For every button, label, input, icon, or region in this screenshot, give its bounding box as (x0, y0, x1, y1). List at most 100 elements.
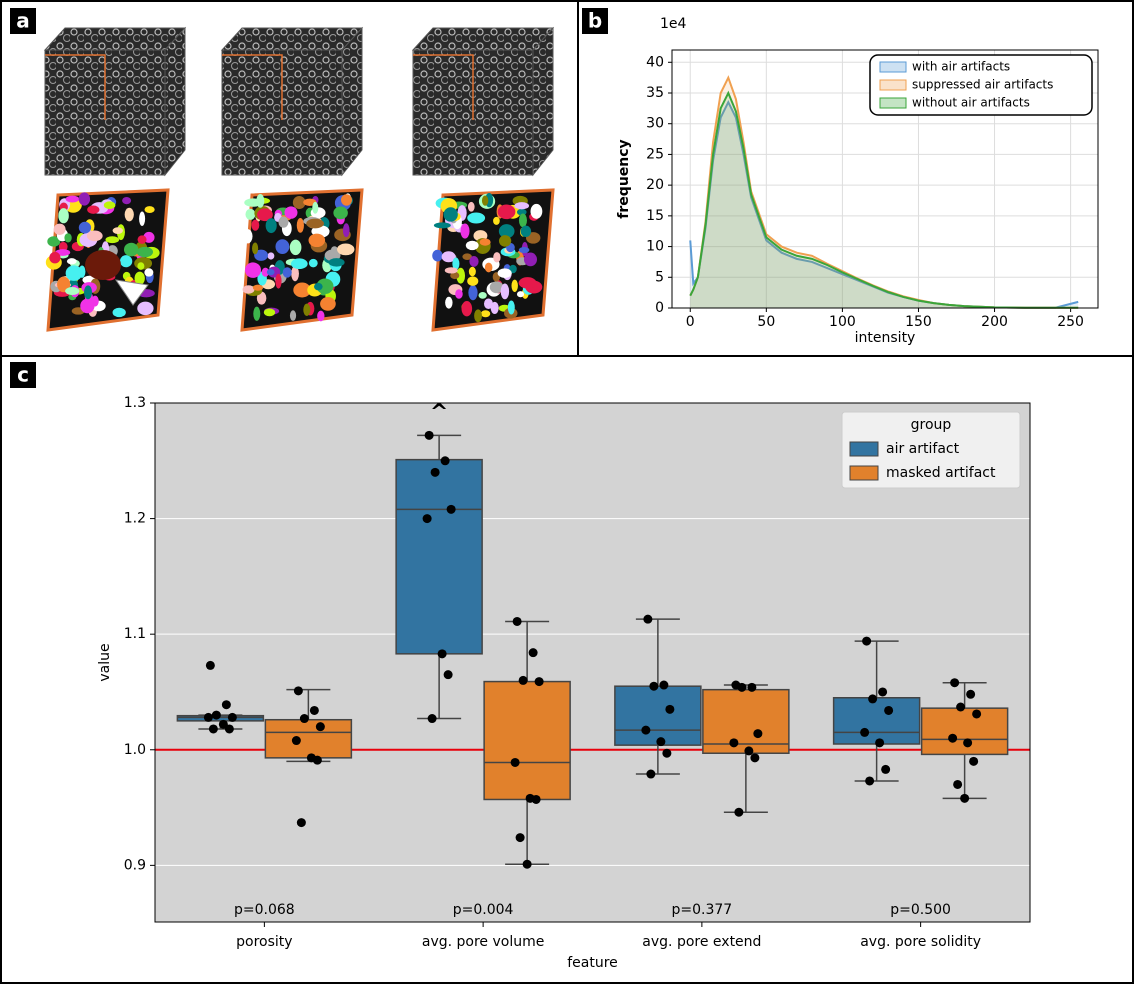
area-fill (690, 102, 1079, 308)
x-tick-label: 0 (686, 314, 695, 330)
pore-blob (103, 201, 116, 209)
legend-swatch (879, 79, 907, 91)
pore-blob (320, 297, 336, 311)
data-point (211, 710, 221, 720)
plot-area (155, 403, 1030, 922)
x-tick-label: 200 (981, 314, 1008, 330)
series-line (689, 90, 1079, 309)
legend-title: group (911, 417, 952, 433)
plot-frame (154, 402, 1031, 923)
image-panel (43, 26, 555, 332)
data-point (860, 727, 870, 737)
data-point (522, 859, 532, 869)
data-point (208, 724, 218, 734)
pore-blob (498, 224, 515, 239)
box (483, 680, 571, 801)
legend-box (869, 54, 1093, 116)
data-point (221, 700, 231, 710)
pore-blob (251, 219, 260, 231)
pore-blob (523, 252, 538, 267)
label-slice (45, 188, 170, 332)
data-point (953, 779, 963, 789)
pore-blob (265, 218, 277, 234)
pore-blob (314, 282, 323, 291)
data-point (659, 680, 669, 690)
pore-blob (244, 262, 262, 278)
pore-blob (134, 271, 145, 285)
pore-blob (275, 239, 290, 255)
pore-blob (342, 223, 350, 238)
data-point (309, 705, 319, 715)
data-point (430, 467, 440, 477)
pore-blob (123, 242, 139, 257)
pore-blob (516, 291, 525, 298)
pore-blob (242, 229, 253, 244)
data-point (643, 614, 653, 624)
pore-blob (275, 273, 282, 289)
pore-blob (479, 238, 491, 246)
data-point (884, 705, 894, 715)
pore-blob (122, 196, 132, 205)
pore-blob (78, 192, 91, 206)
pore-blob (308, 233, 326, 248)
cube-top (411, 27, 555, 51)
x-tick-label: 150 (905, 314, 932, 330)
data-point (299, 714, 309, 724)
cube-top (220, 27, 364, 51)
pore-blob (289, 239, 302, 256)
data-point (972, 709, 982, 719)
legend-label: air artifact (886, 441, 960, 457)
legend-swatch (849, 441, 879, 457)
data-point (737, 682, 747, 692)
data-point (950, 678, 960, 688)
panel-label: c (10, 362, 36, 388)
y-tick-label: 0 (655, 300, 664, 316)
pore-blob (252, 284, 264, 291)
data-point (862, 636, 872, 646)
pore-blob (484, 262, 493, 273)
pore-blob (500, 283, 510, 300)
legend-swatch (879, 97, 907, 109)
pore-blob (257, 208, 273, 222)
pore-blob (478, 291, 487, 299)
pore-blob (303, 303, 311, 316)
pore-blob (266, 268, 275, 276)
pore-blob (49, 251, 61, 264)
pore-blob (242, 285, 255, 294)
pore-blob (65, 265, 83, 281)
pore-blob (253, 306, 261, 321)
y-tick-label: 25 (646, 146, 664, 162)
data-point (227, 712, 237, 722)
y-tick-label: 35 (646, 85, 664, 101)
panel-label: b (582, 8, 608, 34)
label-slice (240, 188, 364, 332)
legend-label: with air artifacts (912, 60, 1010, 74)
data-point (437, 649, 447, 659)
pore-blob (65, 287, 80, 296)
pore-blob (468, 285, 478, 301)
data-point (729, 738, 739, 748)
panel-frame (0, 355, 1134, 984)
pore-blob (490, 301, 499, 314)
y-tick-label: 1.3 (124, 395, 146, 411)
pore-blob (445, 296, 453, 309)
pore-blob (105, 236, 120, 244)
data-point (224, 724, 234, 734)
pore-blob (316, 278, 334, 295)
x-tick-label: avg. pore volume (422, 934, 544, 950)
data-point (744, 746, 754, 756)
pore-blob (530, 203, 543, 219)
cube-side (532, 26, 554, 177)
data-point (528, 648, 538, 658)
pore-blob (465, 240, 479, 251)
pore-blob (467, 201, 475, 212)
y-tick-label: 40 (646, 54, 664, 70)
pore-blob (467, 212, 486, 224)
pore-blob (136, 246, 154, 258)
area-fill (690, 77, 1079, 309)
data-point (641, 725, 651, 735)
pore-blob (498, 235, 512, 247)
pore-blob (64, 233, 72, 243)
data-point (956, 702, 966, 712)
data-point (881, 764, 891, 774)
